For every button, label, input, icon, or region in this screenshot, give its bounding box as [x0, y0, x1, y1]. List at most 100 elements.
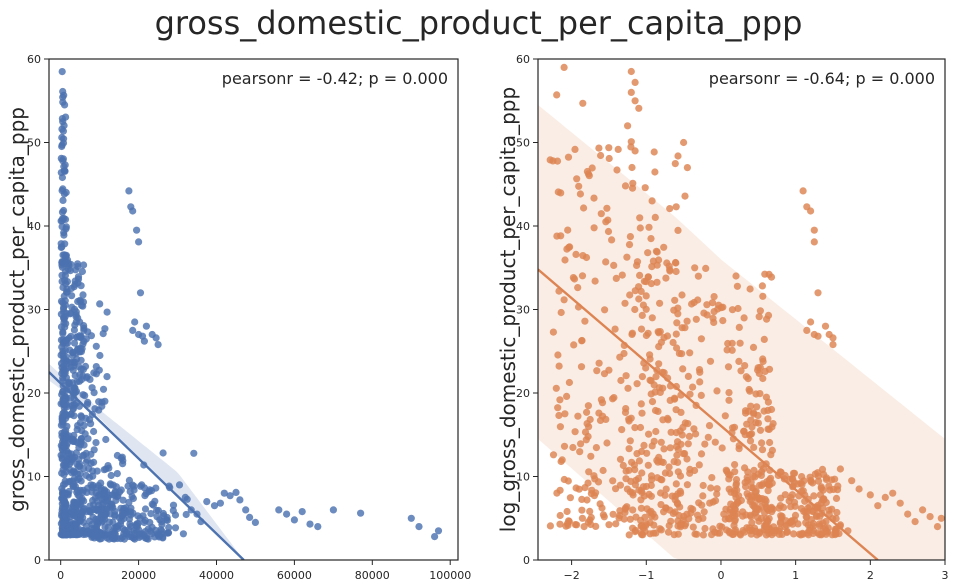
- data-point: [94, 507, 102, 515]
- data-point: [919, 506, 927, 514]
- data-point: [431, 533, 439, 541]
- data-point: [563, 507, 571, 516]
- data-point: [702, 264, 710, 272]
- data-point: [614, 145, 622, 153]
- data-point: [747, 402, 755, 410]
- y-tick-label: 30: [516, 304, 530, 317]
- data-point: [566, 494, 575, 502]
- data-point: [232, 488, 240, 496]
- data-point: [582, 253, 591, 262]
- y-axis-label-right: log_gross_domestic_product_per_capita_pp…: [496, 87, 520, 532]
- data-point: [631, 97, 639, 105]
- data-point: [111, 511, 119, 519]
- data-point: [63, 336, 71, 344]
- data-point: [669, 509, 677, 517]
- data-point: [750, 443, 758, 451]
- data-point: [758, 446, 767, 454]
- data-point: [706, 357, 715, 365]
- x-tick-label: 100000: [429, 569, 471, 582]
- data-point: [57, 154, 65, 162]
- data-point: [817, 483, 825, 491]
- data-point: [175, 481, 184, 489]
- y-tick-label: 20: [27, 387, 41, 400]
- y-tick-label: 40: [516, 220, 530, 233]
- data-point: [672, 203, 680, 211]
- data-point: [629, 491, 637, 499]
- data-point: [159, 509, 167, 518]
- data-point: [610, 261, 618, 269]
- data-point: [633, 261, 641, 269]
- data-point: [781, 491, 789, 499]
- data-point: [599, 466, 607, 475]
- y-tick: 60: [27, 53, 49, 66]
- data-point: [93, 497, 101, 505]
- data-point: [630, 461, 639, 469]
- data-point: [618, 426, 626, 434]
- data-point: [609, 395, 617, 403]
- data-point: [752, 527, 760, 536]
- data-point: [89, 513, 97, 521]
- data-point: [140, 518, 148, 527]
- data-point: [69, 508, 77, 517]
- data-point: [697, 450, 706, 458]
- data-point: [69, 455, 77, 463]
- y-tick: 30: [27, 304, 49, 317]
- data-point: [933, 523, 942, 531]
- data-point: [552, 384, 560, 392]
- data-point: [583, 420, 591, 428]
- data-point: [710, 308, 718, 316]
- data-point: [889, 489, 897, 497]
- data-point: [79, 302, 87, 310]
- y-tick-label: 50: [516, 137, 530, 150]
- data-point: [572, 250, 580, 258]
- data-point: [657, 475, 665, 484]
- data-point: [95, 398, 103, 406]
- data-point: [135, 238, 143, 246]
- data-point: [764, 518, 772, 526]
- data-point: [581, 317, 589, 325]
- data-point: [575, 485, 583, 493]
- data-point: [829, 334, 837, 342]
- data-point: [595, 409, 603, 417]
- data-point: [832, 494, 841, 502]
- data-point: [652, 373, 660, 381]
- data-point: [626, 437, 634, 445]
- data-point: [105, 464, 113, 472]
- data-point: [640, 492, 649, 500]
- data-point: [675, 349, 684, 357]
- data-point: [636, 224, 644, 232]
- data-point: [152, 334, 160, 342]
- data-point: [637, 522, 646, 530]
- data-point: [798, 473, 806, 481]
- data-point: [735, 323, 743, 331]
- data-point: [586, 507, 594, 515]
- data-point: [822, 498, 830, 507]
- data-point: [620, 349, 628, 358]
- y-tick-label: 60: [516, 53, 530, 66]
- data-point: [662, 504, 670, 512]
- data-point: [740, 314, 748, 322]
- data-point: [756, 307, 765, 315]
- data-point: [803, 513, 811, 521]
- data-point: [831, 525, 839, 534]
- data-point: [698, 501, 706, 509]
- data-point: [77, 356, 85, 364]
- data-point: [626, 233, 635, 241]
- data-point: [579, 99, 587, 107]
- data-point: [734, 498, 742, 507]
- data-point: [655, 453, 663, 461]
- data-point: [627, 88, 635, 96]
- data-point: [733, 282, 742, 290]
- data-point: [649, 257, 658, 265]
- data-point: [685, 432, 694, 440]
- data-point: [666, 469, 674, 478]
- data-point: [621, 505, 630, 513]
- data-point: [631, 526, 640, 535]
- data-point: [97, 512, 105, 520]
- data-point: [627, 143, 635, 151]
- data-point: [761, 495, 769, 503]
- data-point: [674, 226, 682, 234]
- data-point: [604, 227, 613, 236]
- data-point: [725, 389, 733, 397]
- data-point: [90, 458, 98, 466]
